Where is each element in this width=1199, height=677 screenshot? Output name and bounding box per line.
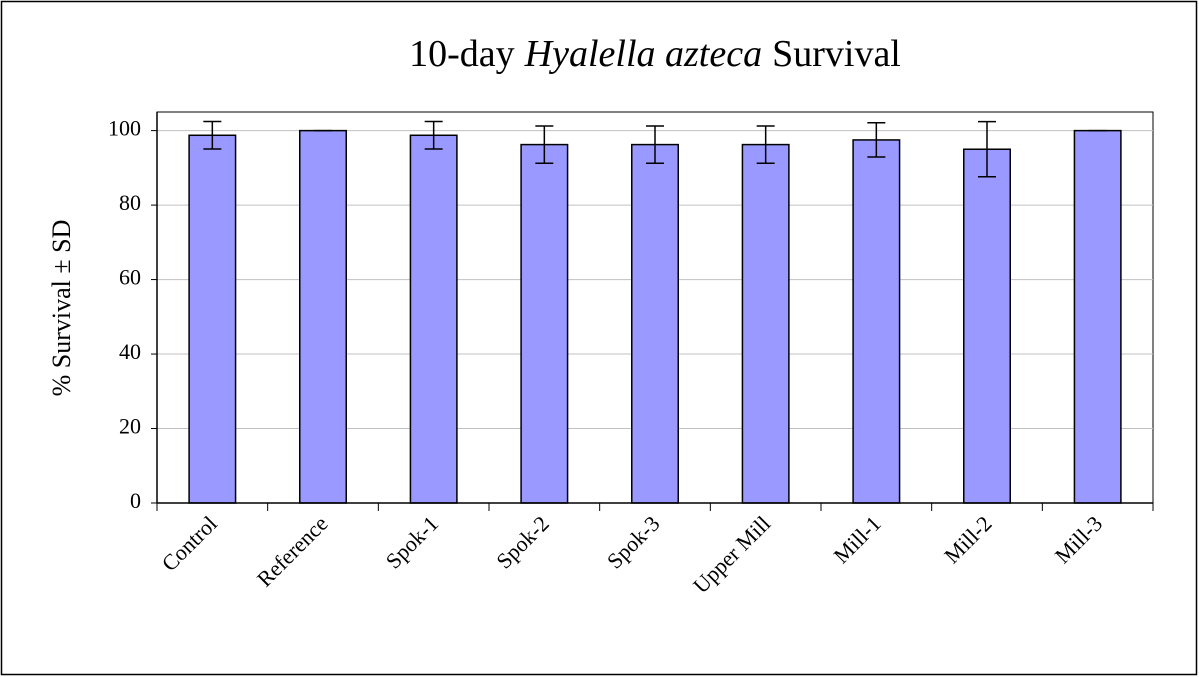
title-part: Survival xyxy=(772,33,901,75)
bar xyxy=(852,139,901,504)
chart-title: 10-day Hyalella azteca Survival xyxy=(409,33,901,75)
title-part: 10-day xyxy=(409,33,515,75)
y-tick-label: 60 xyxy=(119,265,141,290)
bar xyxy=(299,129,347,504)
error-bar xyxy=(424,120,443,150)
error-bar xyxy=(978,120,996,178)
y-tick-label: 40 xyxy=(119,339,141,364)
y-tick-label: 0 xyxy=(130,488,141,513)
y-axis-label: % Survival ± SD xyxy=(47,220,76,397)
y-tick-label: 20 xyxy=(119,414,141,439)
bar xyxy=(520,143,569,504)
error-bar xyxy=(535,125,554,164)
bar xyxy=(631,143,679,504)
bar xyxy=(409,134,458,504)
error-bar xyxy=(646,125,664,164)
title-part: Hyalella azteca xyxy=(524,33,762,75)
y-tick-label: 100 xyxy=(108,116,141,141)
y-tick-label: 80 xyxy=(119,190,141,215)
bar xyxy=(741,143,790,504)
error-bar xyxy=(203,120,222,150)
bar xyxy=(188,134,237,504)
error-bar xyxy=(756,125,775,164)
bar xyxy=(963,148,1011,504)
bar xyxy=(1073,129,1122,504)
error-bar xyxy=(867,122,886,158)
